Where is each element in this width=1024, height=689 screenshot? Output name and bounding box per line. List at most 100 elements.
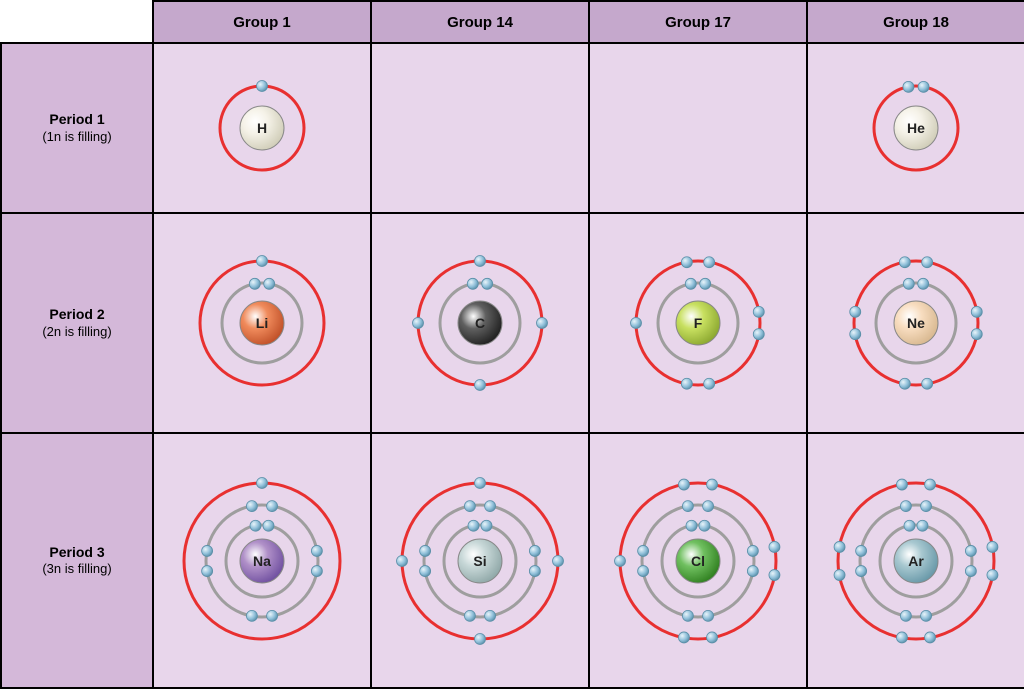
electron — [903, 81, 914, 92]
col-header-0: Group 1 — [153, 1, 371, 43]
atom-na: Na — [163, 462, 361, 660]
element-symbol: Cl — [691, 553, 705, 569]
electron — [987, 569, 998, 580]
element-symbol: Ar — [908, 553, 924, 569]
electron — [397, 555, 408, 566]
electron — [896, 479, 907, 490]
electron — [699, 520, 710, 531]
electron — [475, 633, 486, 644]
element-symbol: Si — [473, 553, 486, 569]
cell-r2-c1: Si — [371, 433, 589, 688]
period-sublabel: (3n is filling) — [2, 561, 152, 578]
electron — [464, 610, 475, 621]
electron — [537, 318, 548, 329]
atom-ne: Ne — [817, 224, 1015, 422]
electron — [769, 569, 780, 580]
electron — [918, 81, 929, 92]
row-header-1: Period 1 (1n is filling) — [1, 43, 153, 213]
row-header-2: Period 2 (2n is filling) — [1, 213, 153, 433]
electron — [678, 479, 689, 490]
period-label: Period 1 — [49, 111, 104, 127]
period-row-2: Period 2 (2n is filling) Li C F Ne — [1, 213, 1024, 433]
electron — [917, 520, 928, 531]
period-label: Period 3 — [49, 544, 104, 560]
electron — [615, 555, 626, 566]
atom-si: Si — [381, 462, 579, 660]
electron — [904, 520, 915, 531]
electron — [246, 610, 257, 621]
electron — [856, 545, 867, 556]
electron — [681, 257, 692, 268]
electron — [922, 378, 933, 389]
electron — [413, 318, 424, 329]
cell-r1-c1: C — [371, 213, 589, 433]
cell-r1-c0: Li — [153, 213, 371, 433]
electron — [420, 545, 431, 556]
cell-r1-c2: F — [589, 213, 807, 433]
element-symbol: F — [694, 315, 703, 331]
electron — [703, 610, 714, 621]
electron — [464, 500, 475, 511]
electron — [704, 257, 715, 268]
electron — [921, 500, 932, 511]
electron — [747, 565, 758, 576]
electron — [900, 610, 911, 621]
period-label: Period 2 — [49, 306, 104, 322]
electron — [246, 500, 257, 511]
electron — [264, 278, 275, 289]
cell-r2-c3: Ar — [807, 433, 1024, 688]
electron — [753, 306, 764, 317]
electron — [971, 306, 982, 317]
electron — [903, 278, 914, 289]
electron — [250, 520, 261, 531]
electron — [896, 631, 907, 642]
electron — [925, 631, 936, 642]
electron — [769, 541, 780, 552]
electron — [475, 477, 486, 488]
electron — [267, 500, 278, 511]
electron — [420, 565, 431, 576]
element-symbol: C — [475, 315, 485, 331]
electron — [965, 545, 976, 556]
electron — [922, 257, 933, 268]
electron — [485, 610, 496, 621]
electron — [263, 520, 274, 531]
atom-ar: Ar — [817, 462, 1015, 660]
electron — [553, 555, 564, 566]
electron — [682, 610, 693, 621]
period-sublabel: (1n is filling) — [2, 129, 152, 146]
atom-c: C — [381, 224, 579, 422]
cell-r1-c3: Ne — [807, 213, 1024, 433]
electron — [529, 545, 540, 556]
electron — [475, 256, 486, 267]
electron — [834, 569, 845, 580]
electron — [249, 278, 260, 289]
col-header-2: Group 17 — [589, 1, 807, 43]
electron — [707, 631, 718, 642]
electron — [918, 278, 929, 289]
electron — [682, 500, 693, 511]
cell-r0-c1 — [371, 43, 589, 213]
electron — [257, 81, 268, 92]
electron — [311, 545, 322, 556]
electron — [638, 545, 649, 556]
electron — [856, 565, 867, 576]
element-symbol: Na — [253, 553, 271, 569]
electron — [267, 610, 278, 621]
electron — [850, 306, 861, 317]
cell-r0-c2 — [589, 43, 807, 213]
electron — [747, 545, 758, 556]
electron — [529, 565, 540, 576]
electron — [681, 378, 692, 389]
atom-li: Li — [163, 224, 361, 422]
period-row-1: Period 1(1n is filling) H He — [1, 43, 1024, 213]
atom-cl: Cl — [599, 462, 797, 660]
electron — [971, 329, 982, 340]
corner-cell — [1, 1, 153, 43]
electron — [753, 329, 764, 340]
period-sublabel: (2n is filling) — [2, 324, 152, 341]
electron — [485, 500, 496, 511]
element-symbol: Li — [256, 315, 268, 331]
electron — [850, 329, 861, 340]
electron — [638, 565, 649, 576]
